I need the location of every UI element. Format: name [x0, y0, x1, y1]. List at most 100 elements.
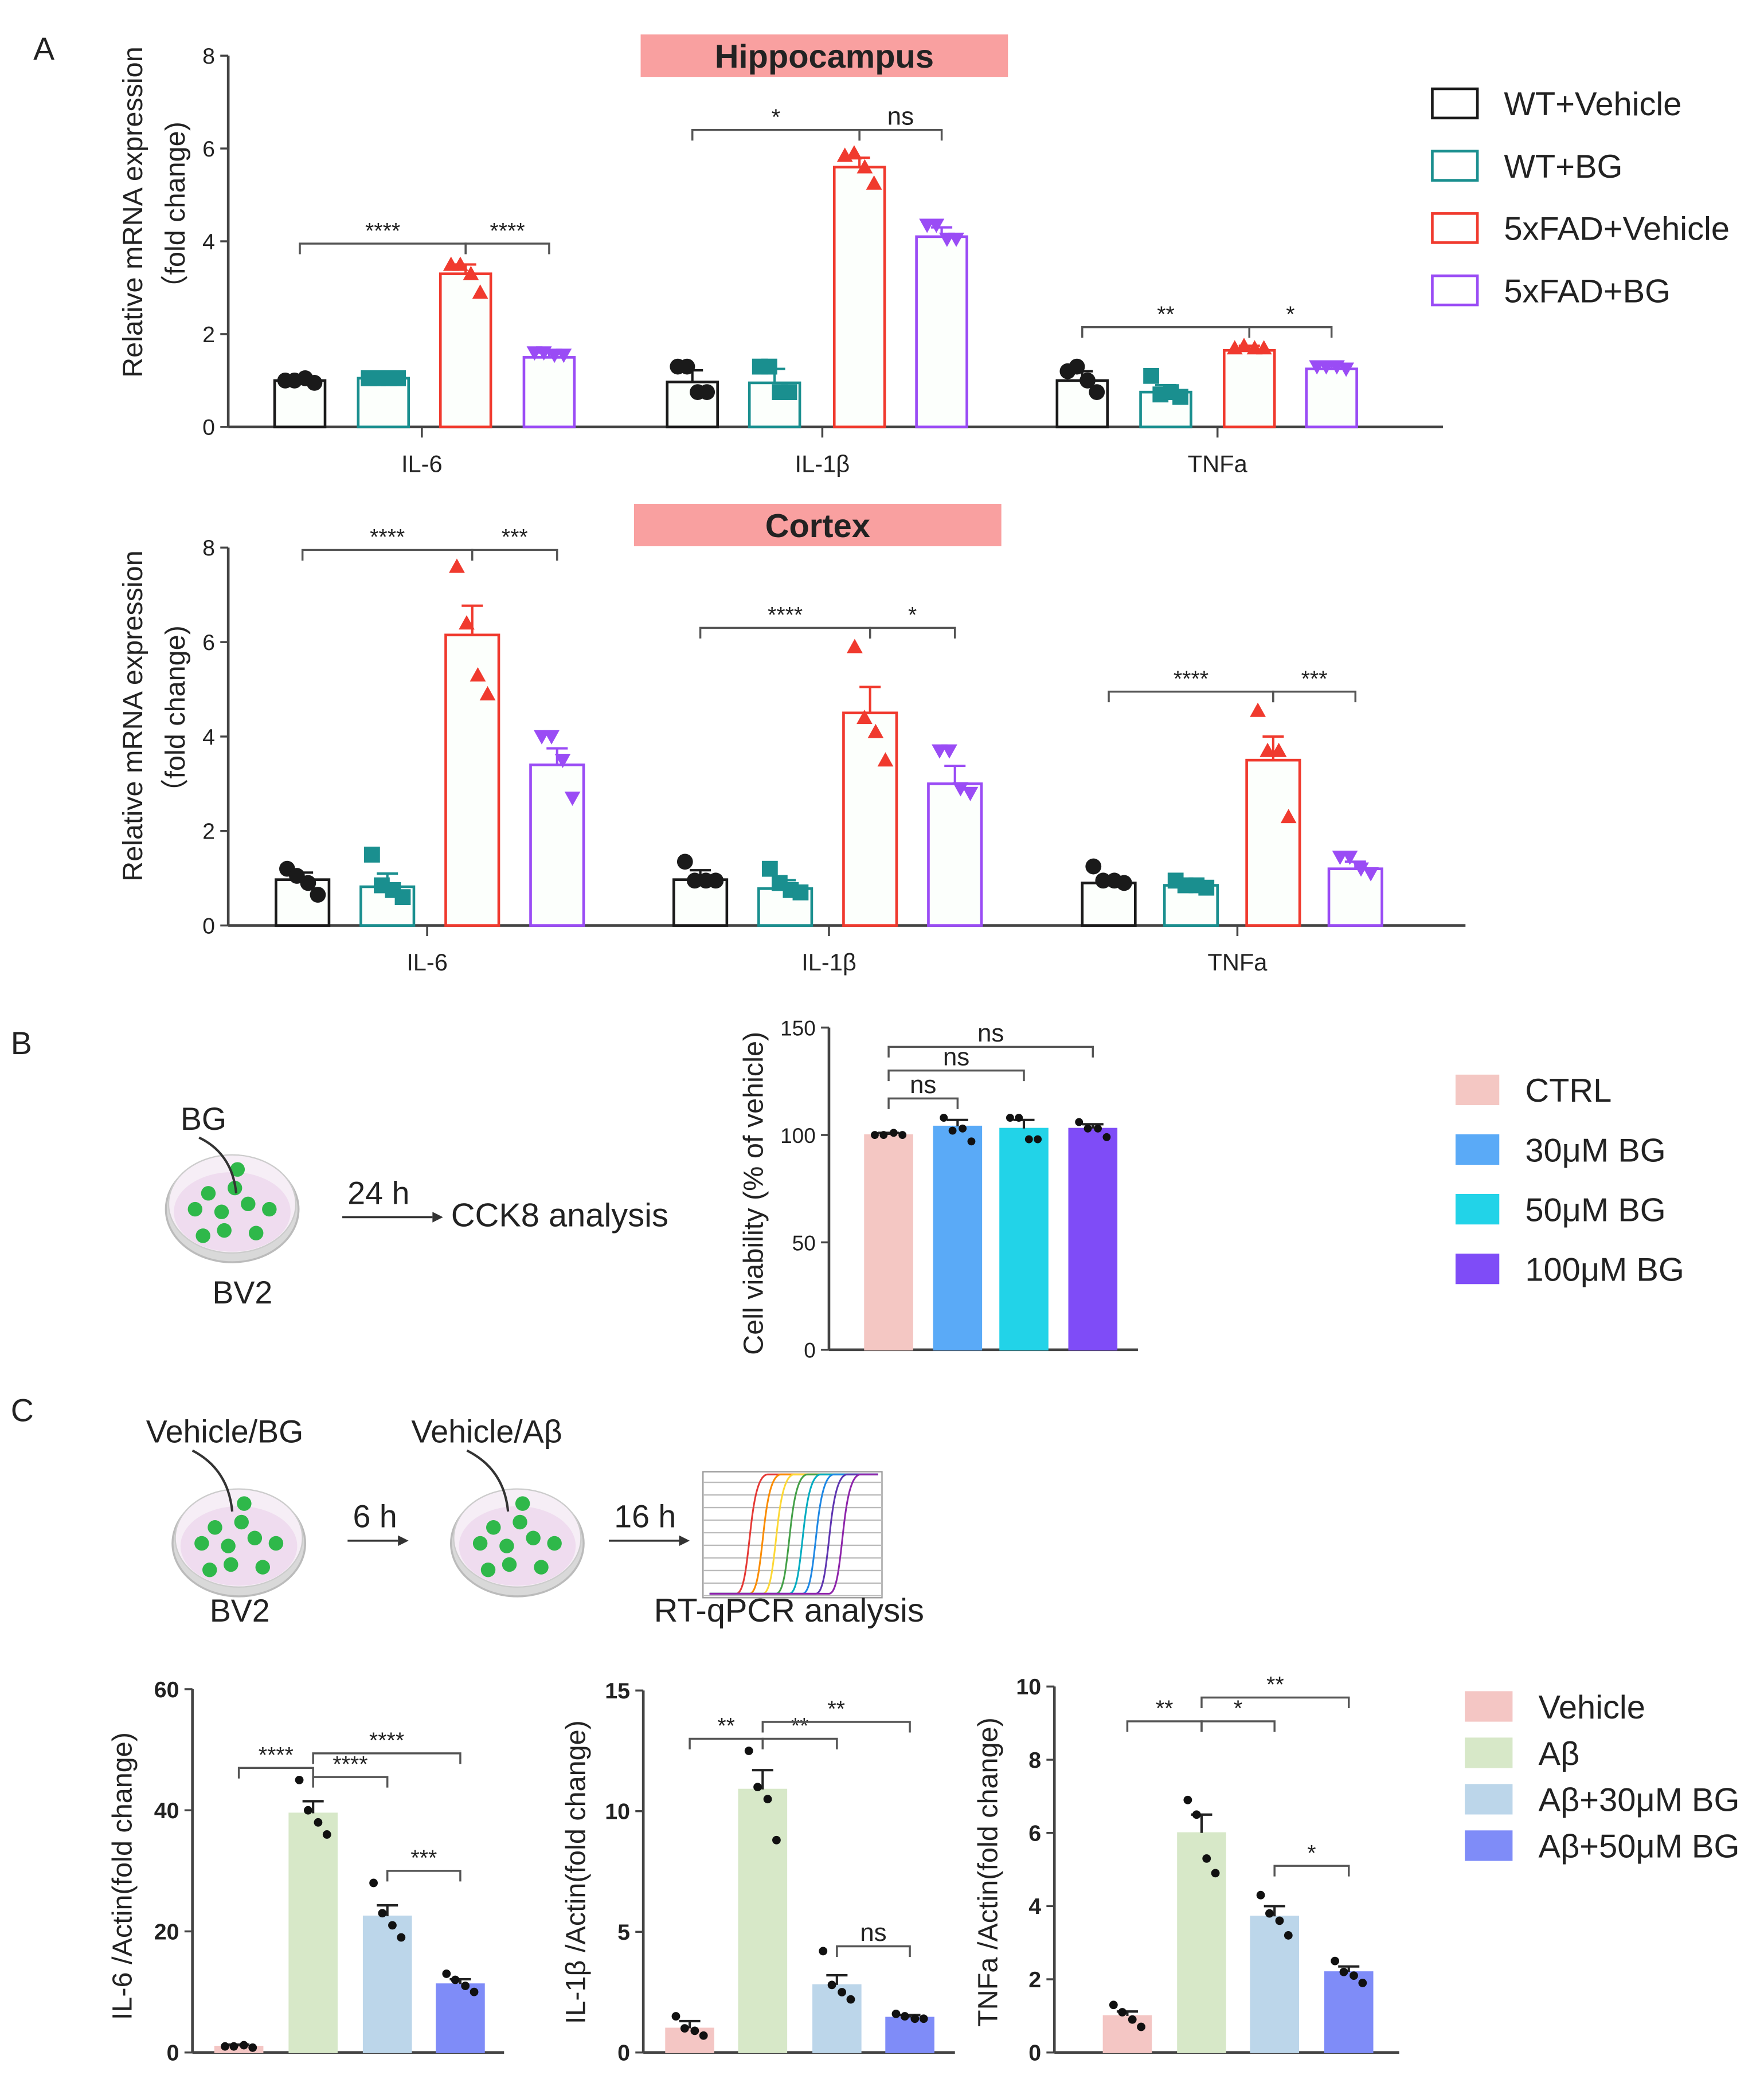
legend-label: WT+Vehicle: [1504, 86, 1681, 123]
significance-label: ***: [1301, 666, 1328, 691]
data-point: [1363, 867, 1379, 882]
data-point: [459, 615, 475, 630]
data-point: [1338, 362, 1354, 377]
data-point: [1318, 360, 1335, 375]
bar: [864, 1134, 913, 1350]
data-point: [1109, 2000, 1118, 2010]
data-point: [239, 2041, 248, 2050]
data-point: [1358, 1979, 1367, 1987]
data-point: [303, 1806, 312, 1815]
data-point: [1095, 872, 1112, 889]
data-point: [1339, 1967, 1348, 1976]
data-point: [838, 1988, 847, 1996]
legend-swatch: [1465, 1737, 1513, 1768]
diagram-c: Vehicle/BG Vehicle/Aβ 6 h 16 h BV2 RT-qP…: [146, 1414, 924, 1629]
significance-bracket: [312, 1752, 461, 1764]
data-point: [866, 175, 882, 190]
significance-bracket: [1273, 1865, 1350, 1877]
data-point: [1089, 384, 1105, 400]
y-tick-label: 0: [202, 415, 215, 440]
bar: [885, 2017, 934, 2053]
legend-swatch: [1431, 150, 1479, 182]
legend-label: Vehicle: [1539, 1689, 1645, 1726]
data-point: [470, 667, 486, 682]
x-tick-label: IL-1β: [801, 949, 856, 976]
culture-dish-icon: [171, 1488, 307, 1598]
data-point: [1075, 1118, 1084, 1126]
bar: [933, 1125, 983, 1350]
data-point: [451, 1975, 460, 1984]
qpcr-amplification-curves-icon: [702, 1471, 883, 1599]
bar: [1102, 2015, 1152, 2053]
data-point: [671, 2012, 680, 2021]
bar: [444, 633, 500, 927]
data-point: [364, 847, 380, 863]
data-point: [690, 2026, 699, 2035]
chart-title-box: [640, 34, 1008, 77]
data-point: [846, 1995, 855, 2004]
data-point: [744, 1747, 753, 1755]
bar: [812, 1984, 862, 2053]
data-point: [910, 2014, 920, 2023]
significance-label: **: [1157, 302, 1175, 327]
panel-label-b: B: [11, 1025, 32, 1061]
data-point: [919, 2014, 928, 2023]
data-point: [1284, 1931, 1293, 1940]
legend-label: Aβ+30μM BG: [1539, 1782, 1740, 1819]
data-point: [369, 1878, 378, 1888]
y-tick-label: 8: [1028, 1748, 1041, 1773]
treatment1-label: Vehicle/BG: [146, 1414, 304, 1450]
data-point: [889, 1129, 898, 1137]
y-tick-label: 6: [202, 136, 215, 162]
pointer-arrow-icon: [198, 1136, 238, 1194]
data-point: [1079, 372, 1096, 389]
data-point: [452, 256, 468, 271]
data-point: [1172, 389, 1188, 405]
data-point: [707, 872, 724, 889]
bar: [1245, 758, 1301, 927]
data-point: [819, 1947, 828, 1956]
legend-swatch: [1455, 1134, 1500, 1165]
significance-bracket: [1200, 1720, 1276, 1732]
panel-label-c: C: [11, 1393, 34, 1428]
chart-title-box: [633, 503, 1002, 547]
assay-label: RT-qPCR analysis: [654, 1592, 924, 1629]
y-axis-label: Cell viability (% of vehicle): [738, 1032, 769, 1355]
legend-swatch: [1431, 274, 1479, 307]
significance-bracket: [761, 1737, 838, 1749]
significance-bracket: [887, 1069, 1025, 1082]
assay-label: CCK8 analysis: [451, 1197, 668, 1234]
y-axis-label: Relative mRNA expression: [118, 550, 148, 882]
data-point: [846, 145, 862, 160]
legend-label: 30μM BG: [1525, 1132, 1665, 1169]
data-point: [827, 1980, 836, 1990]
significance-bracket: [858, 128, 943, 141]
legend-label: WT+BG: [1504, 148, 1622, 185]
treatment2-label: Vehicle/Aβ: [411, 1414, 562, 1450]
data-point: [1085, 858, 1102, 875]
data-point: [470, 1987, 479, 1996]
data-point: [867, 723, 884, 738]
data-point: [397, 1933, 406, 1942]
data-point: [900, 2012, 909, 2021]
y-tick-label: 0: [1028, 2041, 1041, 2066]
legend-label: 100μM BG: [1525, 1251, 1684, 1288]
data-point: [761, 860, 778, 877]
y-axis-label: TNFa /Actin(fold change): [973, 1717, 1004, 2027]
significance-bracket: [887, 1097, 959, 1109]
significance-label: ****: [1174, 666, 1208, 691]
significance-label: ns: [860, 1919, 886, 1947]
data-point: [1143, 367, 1159, 384]
y-tick-label: 15: [605, 1678, 630, 1704]
data-point: [388, 1921, 397, 1930]
data-point: [1341, 850, 1358, 865]
data-point: [295, 1775, 304, 1784]
data-point: [378, 1909, 387, 1918]
data-point: [1270, 742, 1287, 757]
legend-label: CTRL: [1525, 1072, 1612, 1109]
data-point: [1116, 875, 1132, 891]
data-point: [1006, 1114, 1014, 1122]
significance-label: *: [772, 104, 780, 130]
bar: [522, 356, 576, 429]
